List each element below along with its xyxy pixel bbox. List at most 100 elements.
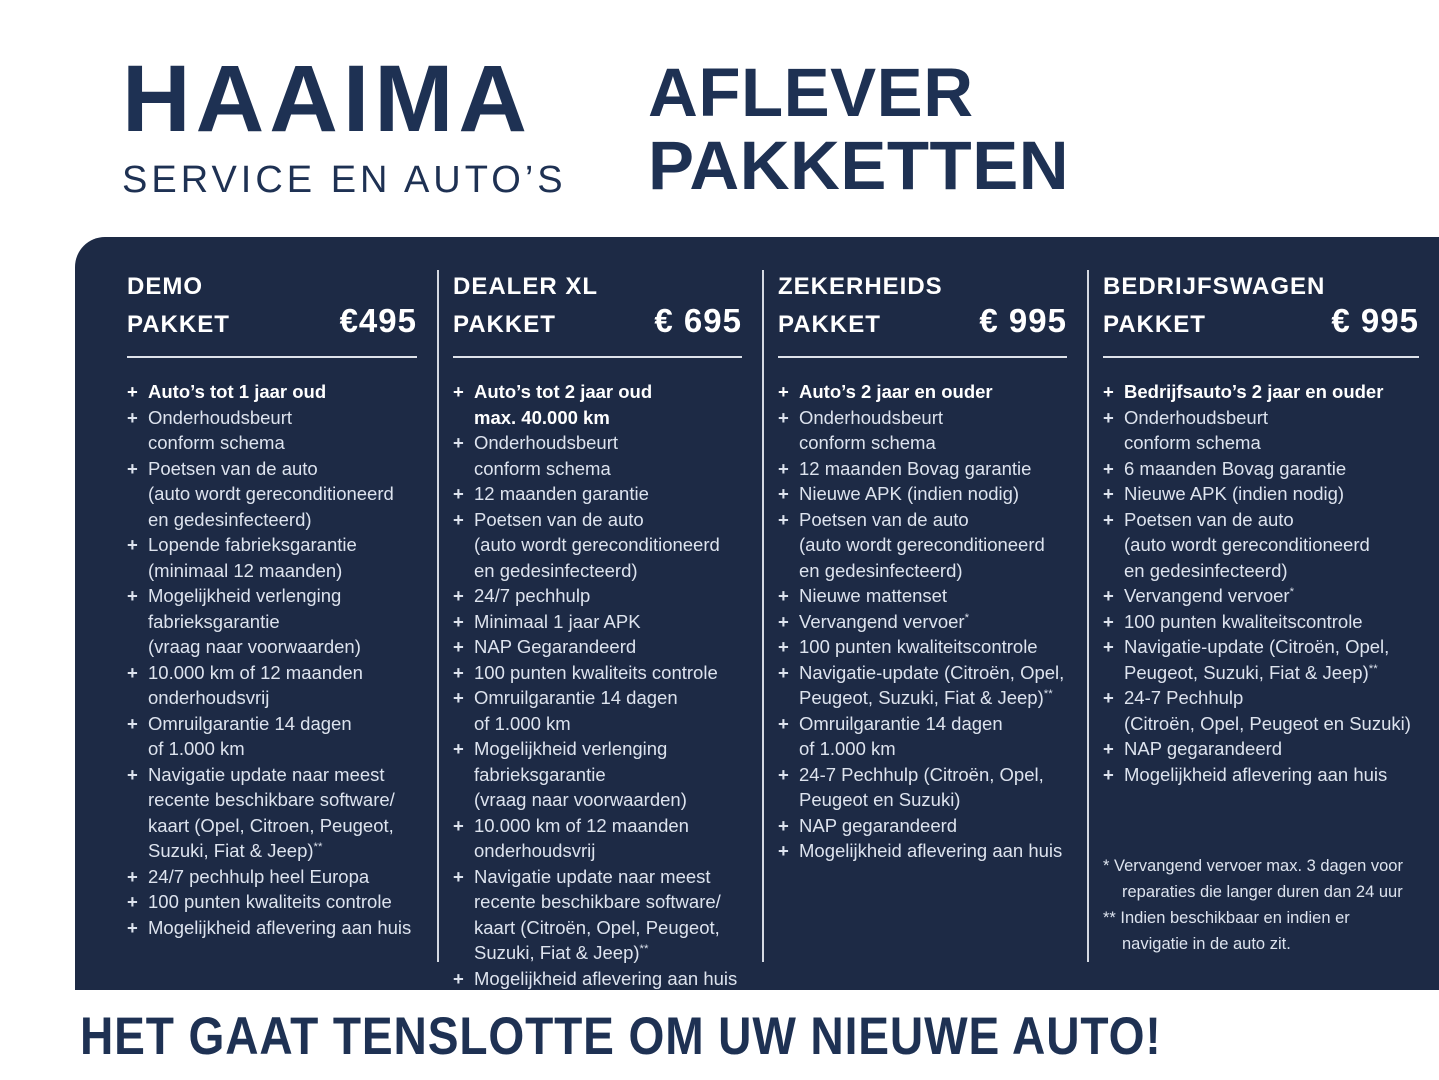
package-item-text: NAP gegarandeerd: [799, 814, 958, 836]
package-item: +12 maanden Bovag garantie: [778, 456, 1067, 482]
package-item-text: 100 punten kwaliteitscontrole: [1124, 610, 1363, 632]
package-columns: DEMO PAKKET €495 + Auto’s tot 1 jaar oud +…: [75, 237, 1439, 990]
package-item-text: Navigatie update naar meest recente besch…: [474, 865, 721, 964]
plus-icon: +: [1103, 457, 1114, 479]
package-name-line2: PAKKET: [453, 311, 556, 338]
package-header-row2: PAKKET € 995: [778, 302, 1067, 340]
package-item: +24/7 pechhulp heel Europa: [127, 864, 417, 890]
package-item-text: Nieuwe APK (indien nodig): [1124, 483, 1345, 504]
header-rule: [127, 356, 417, 358]
plus-icon: +: [778, 661, 789, 683]
package-item-text: Onderhoudsbeurt conform schema: [1124, 406, 1268, 454]
plus-icon: +: [1103, 636, 1114, 657]
plus-icon: +: [778, 406, 789, 428]
plus-icon: +: [778, 610, 789, 632]
package-items: + Bedrijfsauto’s 2 jaar en ouder + Onderhou…: [1103, 379, 1419, 787]
package-item: + Navigatie-update (Citroën, Opel, Peugeot…: [778, 660, 1067, 711]
package-header: ZEKERHEIDS PAKKET € 995: [778, 272, 1067, 358]
package-item: + NAP Gegarandeerd: [453, 634, 742, 660]
plus-icon: +: [1103, 585, 1114, 606]
package-item-text: Omruilgarantie 14 dagen of 1.000 km: [799, 712, 1003, 760]
package-item: + Nieuwe APK (indien nodig): [778, 481, 1067, 507]
package-item-text: 6 maanden Bovag garantie: [1124, 457, 1347, 479]
plus-icon: +: [778, 814, 789, 836]
package-header: DEMO PAKKET €495: [127, 272, 417, 358]
package-item-text: Auto’s 2 jaar en ouder: [799, 381, 993, 402]
package-column: DEMO PAKKET €495 + Auto’s tot 1 jaar oud +…: [75, 237, 437, 990]
header-rule: [778, 356, 1067, 358]
package-column: DEALER XL PAKKET € 695 + Auto’s tot 2 jaa…: [437, 237, 762, 990]
package-price: € 995: [979, 302, 1067, 339]
package-item: + Poetsen van de auto (auto wordt gerecond…: [778, 507, 1067, 584]
plus-icon: +: [453, 432, 464, 453]
package-item: + Vervangend vervoer*: [1103, 583, 1419, 609]
plus-icon: +: [1103, 763, 1114, 785]
package-item: + Vervangend vervoer*: [778, 609, 1067, 635]
plus-icon: +: [453, 636, 464, 657]
plus-icon: +: [453, 483, 464, 504]
package-item-text: 10.000 km of 12 maanden onderhoudsvrij: [474, 814, 689, 862]
package-item-text: 24-7 Pechhulp (Citroën, Opel, Peugeot en …: [799, 763, 1044, 811]
page-title-line1: AFLEVER: [648, 54, 974, 131]
package-item: +24/7 pechhulp: [453, 583, 742, 609]
package-price: €495: [339, 302, 417, 339]
package-item-text: Vervangend vervoer*: [1124, 585, 1295, 606]
package-item: + Navigatie-update (Citroën, Opel, Peugeot…: [1103, 634, 1419, 685]
plus-icon: +: [127, 891, 138, 912]
package-item-text: Mogelijkheid aflevering aan huis: [148, 916, 412, 938]
package-item: + Mogelijkheid aflevering aan huis: [127, 915, 417, 941]
plus-icon: +: [778, 457, 789, 479]
package-item: +24-7 Pechhulp (Citroën, Opel, Peugeot en…: [1103, 685, 1419, 736]
plus-icon: +: [127, 763, 138, 785]
package-item-text: 100 punten kwaliteitscontrole: [799, 636, 1038, 657]
logo-title: HAAIMA: [122, 46, 532, 152]
header-rule: [1103, 356, 1419, 358]
package-item-text: Auto’s tot 2 jaar oud max. 40.000 km: [474, 381, 653, 428]
package-item-text: 24/7 pechhulp: [474, 585, 591, 606]
package-item: + Mogelijkheid aflevering aan huis: [1103, 762, 1419, 788]
plus-icon: +: [453, 381, 464, 402]
package-item-text: Onderhoudsbeurt conform schema: [799, 406, 943, 454]
package-price: € 695: [654, 302, 742, 339]
package-item: + Poetsen van de auto (auto wordt gerecond…: [127, 456, 417, 533]
plus-icon: +: [1103, 687, 1114, 708]
package-items: + Auto’s 2 jaar en ouder + Onderhoudsbeurt c…: [778, 379, 1067, 864]
package-name-line2: PAKKET: [1103, 311, 1206, 338]
package-item: + Onderhoudsbeurt conform schema: [127, 405, 417, 456]
package-item: + NAP gegarandeerd: [778, 813, 1067, 839]
plus-icon: +: [778, 712, 789, 734]
package-item-text: 100 punten kwaliteits controle: [148, 891, 392, 912]
packages-panel: DEMO PAKKET €495 + Auto’s tot 1 jaar oud +…: [75, 237, 1439, 990]
package-item: +100 punten kwaliteitscontrole: [1103, 609, 1419, 635]
page-title-line2: PAKKETTEN: [648, 127, 1070, 205]
package-item: + Auto’s tot 2 jaar oud max. 40.000 km: [453, 379, 742, 430]
plus-icon: +: [453, 508, 464, 530]
package-item-text: Poetsen van de auto (auto wordt gerecondi…: [474, 508, 720, 581]
package-item-text: Navigatie-update (Citroën, Opel, Peugeot,…: [1124, 636, 1390, 683]
package-item-text: 24-7 Pechhulp (Citroën, Opel, Peugeot en …: [1124, 687, 1411, 734]
plus-icon: +: [453, 661, 464, 683]
package-item-text: Nieuwe APK (indien nodig): [799, 483, 1020, 504]
footer-tagline: HET GAAT TENSLOTTE OM UW NIEUWE AUTO!: [80, 1007, 1162, 1066]
plus-icon: +: [778, 840, 789, 861]
plus-icon: +: [453, 814, 464, 836]
package-item: + Mogelijkheid aflevering aan huis: [778, 838, 1067, 864]
plus-icon: +: [453, 585, 464, 606]
plus-icon: +: [778, 585, 789, 606]
plus-icon: +: [778, 763, 789, 785]
package-header-row2: PAKKET € 695: [453, 302, 742, 340]
plus-icon: +: [1103, 610, 1114, 632]
package-item-text: Nieuwe mattenset: [799, 585, 948, 606]
package-item-text: Poetsen van de auto (auto wordt gerecondi…: [148, 457, 394, 530]
package-item-text: 100 punten kwaliteits controle: [474, 661, 718, 683]
package-header: DEALER XL PAKKET € 695: [453, 272, 742, 358]
package-item: + NAP gegarandeerd: [1103, 736, 1419, 762]
package-item: + Nieuwe mattenset: [778, 583, 1067, 609]
footnotes: * Vervangend vervoer max. 3 dagen voor re…: [1103, 853, 1403, 957]
package-item: + Omruilgarantie 14 dagen of 1.000 km: [127, 711, 417, 762]
package-item-text: 24/7 pechhulp heel Europa: [148, 865, 370, 887]
package-item-text: Poetsen van de auto (auto wordt gerecondi…: [1124, 508, 1370, 581]
package-name-line2: PAKKET: [127, 311, 230, 338]
package-item-text: Auto’s tot 1 jaar oud: [148, 381, 327, 402]
plus-icon: +: [127, 661, 138, 683]
